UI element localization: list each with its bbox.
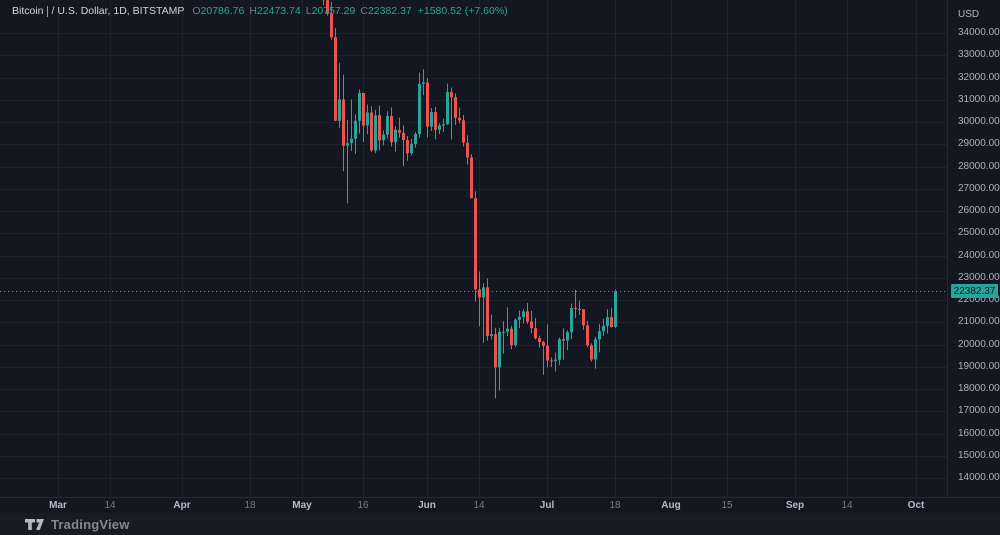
price-tick-label: 20000.00 xyxy=(958,339,1000,350)
price-axis[interactable]: USD 34000.00 33000.00 32000.00 31000.00 3000… xyxy=(947,0,1000,497)
time-tick-label: 14 xyxy=(841,500,853,511)
time-tick-label: Oct xyxy=(907,500,925,511)
price-tick-label: 30000.00 xyxy=(958,116,1000,127)
current-price-label: 22382.37 xyxy=(951,284,998,298)
low-value: L20757.29 xyxy=(305,5,356,17)
time-tick-label: Sep xyxy=(785,500,805,511)
candlestick-series[interactable] xyxy=(318,0,617,399)
time-tick-label: Aug xyxy=(661,500,681,511)
time-tick-label: 14 xyxy=(104,500,116,511)
price-tick-label: 28000.00 xyxy=(958,161,1000,172)
high-value: H22473.74 xyxy=(249,5,301,17)
price-change: +1580.52 (+7.60%) xyxy=(417,5,508,17)
time-tick-label: 18 xyxy=(609,500,621,511)
time-tick-label: Jun xyxy=(418,500,436,511)
tradingview-logo-icon[interactable] xyxy=(25,518,44,530)
symbol-name[interactable]: Bitcoin xyxy=(12,5,44,17)
ohlc-values: O20786.76 H22473.74 L20757.29 C22382.37 xyxy=(192,5,416,18)
price-tick-label: 19000.00 xyxy=(958,361,1000,372)
attribution-bar: TradingView xyxy=(0,513,1000,535)
price-tick-label: 15000.00 xyxy=(958,450,1000,461)
price-tick-label: 22000.00 xyxy=(958,294,1000,305)
price-tick-label: 32000.00 xyxy=(958,72,1000,83)
price-tick-label: 33000.00 xyxy=(958,49,1000,60)
price-tick-label: 21000.00 xyxy=(958,316,1000,327)
price-tick-label: 26000.00 xyxy=(958,205,1000,216)
time-tick-label: Apr xyxy=(173,500,191,511)
time-tick-label: 18 xyxy=(244,500,256,511)
time-tick-label: Jul xyxy=(539,500,555,511)
price-tick-label: 29000.00 xyxy=(958,138,1000,149)
price-tick-label: 27000.00 xyxy=(958,183,1000,194)
price-tick-label: 23000.00 xyxy=(958,272,1000,283)
time-tick-label: 16 xyxy=(357,500,369,511)
time-axis[interactable]: Mar 14 Apr 18 May 16 Jun 14 Jul 18 Aug 15 Sep 14 Oct xyxy=(0,497,1000,514)
time-tick-label: Mar xyxy=(49,500,67,511)
price-tick-label: 18000.00 xyxy=(958,383,1000,394)
chart-canvas[interactable] xyxy=(0,0,947,497)
price-tick-label: 31000.00 xyxy=(958,94,1000,105)
symbol-description[interactable]: / U.S. Dollar, 1D, BITSTAMP xyxy=(51,5,185,17)
grid-lines xyxy=(0,0,947,497)
symbol-legend: Bitcoin / U.S. Dollar, 1D, BITSTAMP O207… xyxy=(12,5,508,18)
time-tick-label: 14 xyxy=(473,500,485,511)
price-tick-label: 25000.00 xyxy=(958,227,1000,238)
legend-cursor-divider xyxy=(46,6,48,17)
price-axis-unit: USD xyxy=(958,9,980,20)
price-tick-label: 34000.00 xyxy=(958,27,1000,38)
time-tick-label: 15 xyxy=(721,500,733,511)
open-value: O20786.76 xyxy=(192,5,245,17)
price-tick-label: 14000.00 xyxy=(958,472,1000,483)
tradingview-brand-text[interactable]: TradingView xyxy=(51,516,130,532)
price-tick-label: 17000.00 xyxy=(958,405,1000,416)
price-tick-label: 24000.00 xyxy=(958,250,1000,261)
close-value: C22382.37 xyxy=(360,5,412,17)
time-tick-label: May xyxy=(292,500,312,511)
price-tick-label: 16000.00 xyxy=(958,428,1000,439)
